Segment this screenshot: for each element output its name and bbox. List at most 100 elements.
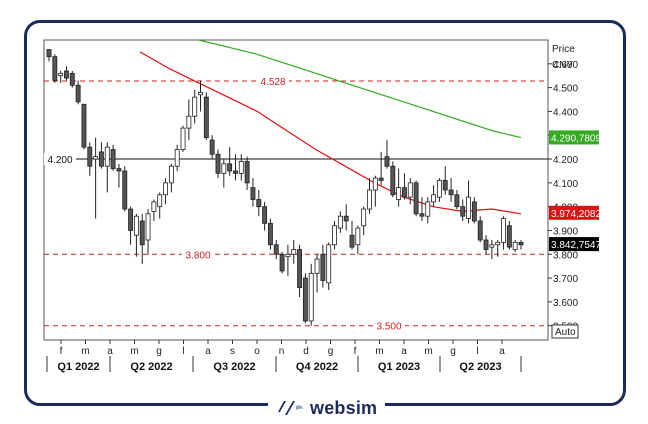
y-tick-label: 3.800 xyxy=(553,250,578,261)
candle xyxy=(174,144,180,171)
last-value-label: 3.842,7547 xyxy=(551,240,601,251)
candle xyxy=(157,192,163,219)
quarter-label: Q1 2023 xyxy=(378,361,420,373)
candle xyxy=(413,180,419,217)
candle xyxy=(93,137,99,219)
candle-body xyxy=(402,187,407,198)
last-value-badge xyxy=(549,130,599,145)
moving-averages xyxy=(139,40,522,215)
candle-body xyxy=(506,225,512,248)
level-label: 4.200 xyxy=(47,155,72,166)
candle xyxy=(227,147,233,176)
candle xyxy=(215,149,221,179)
brand-name: websim xyxy=(310,397,378,418)
plot-area xyxy=(43,39,549,341)
candle-body xyxy=(198,91,203,96)
candle-body xyxy=(384,156,390,167)
candle xyxy=(133,213,139,257)
candle-body xyxy=(227,163,233,172)
candle xyxy=(506,220,512,250)
candle xyxy=(471,197,477,224)
candle xyxy=(122,166,128,212)
month-tick-label: a xyxy=(205,346,211,357)
candle xyxy=(163,178,168,205)
level-label-bg xyxy=(182,248,214,261)
candle xyxy=(390,161,396,198)
candle-body xyxy=(209,139,215,155)
brand-logo: websim xyxy=(268,395,386,421)
candles xyxy=(46,49,524,326)
last-value-badge xyxy=(549,205,599,220)
candle xyxy=(75,80,81,105)
last-value-label: 3.974,2082 xyxy=(551,209,601,220)
candle xyxy=(454,190,460,210)
candle-body xyxy=(250,187,256,200)
candle-body xyxy=(413,182,419,215)
plot-border xyxy=(43,39,549,341)
candle xyxy=(436,178,442,202)
candle-body xyxy=(215,153,221,174)
quarter-label: Q2 2022 xyxy=(130,361,172,373)
candle xyxy=(291,240,297,264)
candle xyxy=(52,54,58,83)
month-tick-label: l xyxy=(476,346,478,357)
y-tick-label: 4.500 xyxy=(553,84,578,95)
candle xyxy=(448,178,454,202)
candle xyxy=(285,244,291,276)
candle-body xyxy=(174,149,180,167)
candle xyxy=(477,216,483,243)
month-tick-label: n xyxy=(279,346,285,357)
candle-body xyxy=(128,208,134,231)
candle xyxy=(343,204,349,231)
candle-body xyxy=(238,161,244,174)
candle xyxy=(442,166,448,195)
quarter-label: Q2 2023 xyxy=(459,361,501,373)
moving-average-line xyxy=(196,40,522,139)
candle-body xyxy=(256,199,262,208)
auto-scale-button[interactable]: Auto xyxy=(551,324,579,339)
candle xyxy=(180,125,186,152)
quarter-label: Q4 2022 xyxy=(296,361,338,373)
candle-body xyxy=(337,215,343,229)
candle xyxy=(425,197,431,224)
candle-body xyxy=(489,244,495,248)
candle xyxy=(238,154,244,181)
level-lines: 4.528 4.200 3.800 3.500 xyxy=(44,74,548,333)
auto-button-label[interactable]: Auto xyxy=(555,327,576,338)
candle xyxy=(326,242,332,290)
candle-body xyxy=(466,196,471,219)
auto-button-box[interactable] xyxy=(551,324,579,339)
candle xyxy=(431,185,437,207)
month-tick-label: g xyxy=(450,346,456,357)
candle xyxy=(378,151,384,186)
candle-body xyxy=(58,72,64,77)
candle xyxy=(419,197,425,221)
currency-label: CNY xyxy=(552,60,573,71)
month-tick-label: m xyxy=(424,346,432,357)
month-tick-label: g xyxy=(156,346,162,357)
candle-body xyxy=(163,182,168,196)
candle xyxy=(332,220,337,250)
quarter-label: Q3 2022 xyxy=(213,361,255,373)
candle xyxy=(256,190,262,217)
candle-body xyxy=(145,213,151,241)
candle xyxy=(337,211,343,233)
level-label-bg xyxy=(257,74,289,87)
candle-body xyxy=(279,253,285,272)
candle-body xyxy=(343,215,349,222)
candle-body xyxy=(518,241,524,246)
candle xyxy=(151,199,157,221)
candle-body xyxy=(157,194,163,208)
price-axis-title: Price xyxy=(552,44,575,55)
candle xyxy=(349,220,355,250)
candle-body xyxy=(180,127,186,150)
candle-body xyxy=(436,180,442,198)
candle xyxy=(267,218,273,250)
candle xyxy=(233,154,238,181)
candle-body xyxy=(244,161,250,184)
candle xyxy=(250,178,256,207)
candle-body xyxy=(122,170,128,210)
candle-body xyxy=(471,201,477,222)
candle-body xyxy=(46,49,52,58)
candle xyxy=(367,178,372,214)
